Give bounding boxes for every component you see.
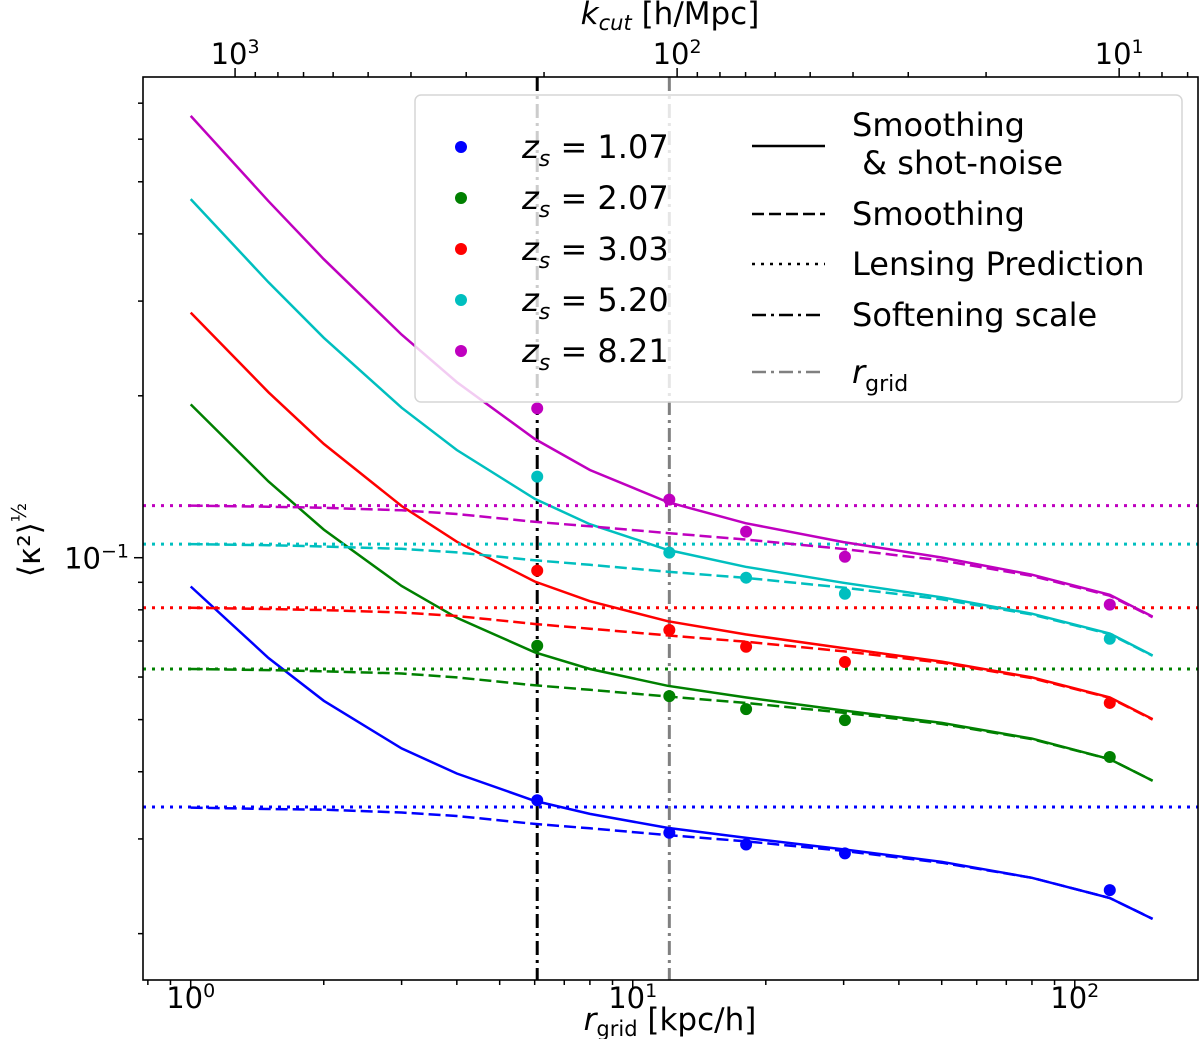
legend-marker-2 — [455, 243, 467, 255]
legend-line-label-2: Lensing Prediction — [852, 245, 1145, 283]
x-tick-label: 101 — [608, 980, 657, 1015]
data-point-1-3 — [838, 714, 851, 727]
data-point-0-4 — [1103, 884, 1116, 897]
smoothing-shot-noise-line-1 — [189, 403, 1154, 782]
smoothing-shot-noise-line-4 — [189, 115, 1154, 618]
data-point-2-1 — [663, 623, 676, 636]
legend-marker-4 — [455, 345, 467, 357]
data-point-4-0 — [531, 402, 544, 415]
data-point-2-0 — [531, 564, 544, 577]
top-x-tick-label: 102 — [653, 36, 702, 71]
data-point-2-2 — [740, 640, 753, 653]
plot-frame — [142, 76, 1199, 981]
legend-line-label-0: Smoothing — [852, 106, 1025, 144]
top-x-tick-label: 101 — [1095, 36, 1144, 71]
data-point-1-0 — [531, 639, 544, 652]
legend-label-1: zs = 2.07 — [521, 179, 669, 223]
y-tick-label: 10−1 — [64, 541, 129, 576]
data-point-4-2 — [740, 525, 753, 538]
data-point-1-2 — [740, 703, 753, 716]
data-point-4-3 — [838, 550, 851, 563]
data-point-3-4 — [1103, 632, 1116, 645]
legend-marker-1 — [455, 192, 467, 204]
data-point-2-3 — [838, 655, 851, 668]
legend-marker-0 — [455, 141, 467, 153]
data-point-3-3 — [838, 587, 851, 600]
x-axis-label: rgrid [kpc/h] — [584, 1002, 757, 1039]
data-point-1-1 — [663, 690, 676, 703]
data-point-0-0 — [531, 794, 544, 807]
smoothing-shot-noise-line-0 — [189, 585, 1154, 921]
data-point-3-1 — [663, 546, 676, 559]
data-point-4-4 — [1103, 598, 1116, 611]
legend-label-0: zs = 1.07 — [521, 128, 669, 172]
top-x-tick-label: 103 — [211, 36, 260, 71]
legend-label-4: zs = 8.21 — [521, 332, 669, 376]
smoothing-shot-noise-line-2 — [189, 311, 1154, 721]
legend-marker-3 — [455, 294, 467, 306]
y-axis-label: ⟨κ²⟩½ — [7, 503, 48, 577]
data-point-0-1 — [663, 826, 676, 839]
legend-box — [414, 94, 1183, 403]
data-point-3-2 — [740, 571, 753, 584]
legend-label-3: zs = 5.20 — [521, 281, 669, 325]
data-point-3-0 — [531, 470, 544, 483]
legend-line-label-3: Softening scale — [852, 296, 1097, 334]
legend-line-label-4: rgrid — [852, 353, 908, 397]
data-point-2-4 — [1103, 696, 1116, 709]
data-point-0-3 — [838, 847, 851, 860]
legend-label-2: zs = 3.03 — [521, 230, 669, 274]
legend-line-label-1: Smoothing — [852, 195, 1025, 233]
data-point-4-1 — [663, 493, 676, 506]
data-point-0-2 — [740, 838, 753, 851]
smoothing-line-0 — [190, 806, 1154, 921]
smoothing-line-2 — [190, 606, 1154, 721]
legend: zs = 1.07 zs = 2.07 zs = 3.03 zs = 5.20 zs =… — [414, 94, 1183, 403]
smoothing-line-3 — [190, 542, 1154, 657]
x-tick-label: 102 — [1050, 980, 1099, 1015]
x-tick-label: 100 — [166, 980, 215, 1015]
legend-line-label-0-cont: & shot-noise — [852, 144, 1063, 182]
series-group — [143, 77, 1198, 980]
smoothing-shot-noise-line-3 — [189, 198, 1154, 657]
top-x-axis-label: kcut [h/Mpc] — [581, 0, 760, 35]
smoothing-line-1 — [190, 667, 1154, 782]
smoothing-line-4 — [190, 504, 1154, 619]
data-point-1-4 — [1103, 751, 1116, 764]
